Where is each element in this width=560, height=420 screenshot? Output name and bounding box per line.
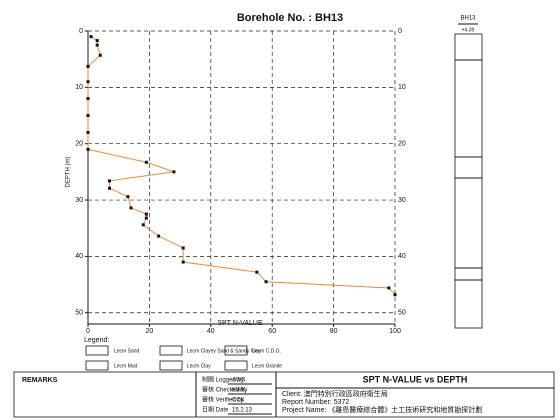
data-point [98, 53, 102, 57]
x-tick-label: 60 [268, 328, 276, 335]
signoff-value: CCK [232, 398, 245, 404]
data-point [393, 293, 397, 297]
legend-label: Lecm C.D.G. [252, 348, 281, 354]
data-point [172, 170, 176, 174]
legend-label: Lecm Clayey Sand & Sandy Clay [187, 348, 261, 354]
data-point [86, 80, 90, 84]
y-tick-label: 0 [79, 28, 83, 35]
x-axis-label: SPT N-VALUE [217, 320, 263, 327]
legend-label: Lecm Granite [252, 363, 282, 369]
data-point [144, 212, 148, 216]
data-point [95, 39, 99, 43]
data-point [181, 260, 185, 264]
y-tick-label: 10 [398, 84, 406, 91]
legend-label: Lecm Mud [114, 363, 138, 369]
data-point [107, 179, 111, 183]
borehole-name: BH13 [460, 16, 476, 22]
data-point [126, 195, 130, 199]
report-title: SPT N-VALUE vs DEPTH [363, 374, 468, 384]
borehole-elevation: +4.39 [462, 27, 475, 33]
data-point [144, 216, 148, 220]
data-point [86, 147, 90, 151]
footer-table [13, 371, 555, 418]
y-tick-label: 40 [398, 253, 406, 260]
legend-title: Legend: [84, 337, 109, 344]
data-point [387, 286, 391, 290]
data-point [255, 270, 259, 274]
data-point [264, 280, 268, 284]
chart-title: Borehole No. : BH13 [237, 12, 343, 24]
y-tick-label: 20 [398, 141, 406, 148]
data-point [157, 234, 161, 238]
data-point [95, 43, 99, 47]
y-tick-label: 30 [75, 197, 83, 204]
data-point [107, 186, 111, 190]
data-point [86, 114, 90, 118]
signoff-label: 審核 Verified by [202, 396, 244, 404]
signoff-label: 日期 Date [202, 406, 229, 414]
signoff-value: AWS [232, 378, 245, 384]
x-tick-label: 0 [86, 328, 90, 335]
signoff-label: 制圖 Logged by [202, 376, 244, 384]
data-point [129, 206, 133, 210]
report-number: Report Number: 5372 [282, 399, 349, 406]
data-point [181, 246, 185, 250]
data-point [144, 160, 148, 164]
x-tick-label: 40 [207, 328, 215, 335]
y-tick-label: 20 [75, 141, 83, 148]
signoff-label: 審核 Checked by [202, 386, 247, 394]
strata-column [454, 33, 483, 329]
signoff-value: 15.2.13 [232, 408, 253, 414]
x-tick-label: 20 [146, 328, 154, 335]
data-point [86, 97, 90, 101]
y-tick-label: 0 [398, 28, 402, 35]
data-point [86, 130, 90, 134]
y-tick-label: 40 [75, 253, 83, 260]
data-point [141, 223, 145, 227]
x-tick-label: 80 [330, 328, 338, 335]
client: Client: 澳門特別行政區政府衛生局 [282, 389, 388, 398]
data-point [86, 64, 90, 68]
legend-label: Lecm Clay [187, 363, 211, 369]
signoff-value: KWK [232, 388, 246, 394]
y-tick-label: 10 [75, 84, 83, 91]
y-tick-label: 50 [398, 310, 406, 317]
data-point [89, 35, 93, 39]
remarks: REMARKS [22, 377, 58, 384]
y-tick-label: 50 [75, 310, 83, 317]
n-value-line [87, 36, 396, 296]
plot-area: 0 0 10 10 20 20 30 30 40 40 50 50 0 20 40 60 80 100 [75, 28, 406, 335]
legend: Lecm Sand Lecm Clayey Sand & Sandy Clay … [85, 345, 282, 371]
x-tick-label: 100 [389, 328, 401, 335]
y-axis-label: DEPTH (m) [66, 157, 72, 188]
legend-label: Lecm Sand [114, 348, 140, 354]
project-name: Project Name: 《離島醫療綜合體》土工技術研究和地質勘探計劃 [282, 405, 482, 414]
y-tick-label: 30 [398, 197, 406, 204]
